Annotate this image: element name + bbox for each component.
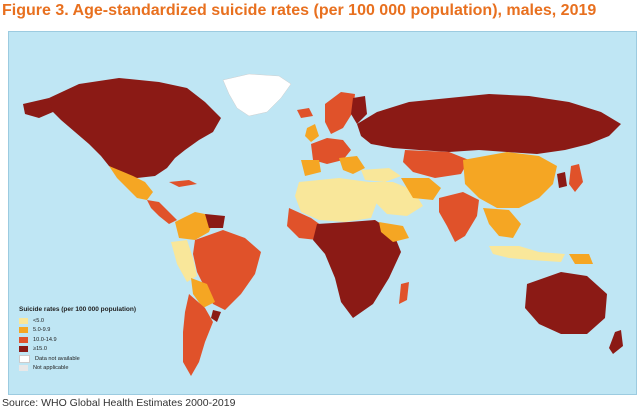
legend-swatch	[19, 346, 28, 353]
legend-label: ≥15.0	[33, 346, 47, 353]
region-alaska	[23, 98, 53, 118]
map-legend: Suicide rates (per 100 000 population) <…	[19, 306, 136, 373]
region-north-africa	[295, 178, 377, 222]
region-indonesia	[489, 246, 565, 262]
region-western-europe	[311, 138, 351, 164]
region-mexico	[109, 166, 153, 200]
figure-title: Figure 3. Age-standardized suicide rates…	[2, 2, 597, 19]
legend-label: Not applicable	[33, 365, 69, 372]
region-china	[463, 152, 557, 208]
region-central-america	[147, 200, 177, 224]
legend-swatch	[19, 317, 28, 324]
region-southern-cone	[183, 294, 213, 376]
region-russia	[357, 94, 621, 154]
legend-item: Data not available	[19, 354, 136, 364]
region-madagascar	[399, 282, 409, 304]
world-map: Suicide rates (per 100 000 population) <…	[8, 31, 637, 395]
legend-item: 5.0-9.9	[19, 326, 136, 336]
legend-swatch	[19, 354, 30, 363]
legend-item: Not applicable	[19, 364, 136, 374]
region-iberia	[301, 160, 321, 176]
legend-label: 10.0-14.9	[33, 336, 57, 343]
region-scandinavia	[325, 92, 355, 134]
legend-swatch	[19, 336, 28, 343]
region-brazil	[193, 230, 261, 310]
region-sub-saharan-africa	[313, 220, 401, 318]
legend-title: Suicide rates (per 100 000 population)	[19, 306, 137, 313]
region-horn-of-africa	[379, 222, 409, 242]
legend-label: 5.0-9.9	[33, 327, 51, 334]
region-northern-south-america	[175, 212, 215, 240]
region-iceland	[297, 108, 313, 118]
legend-swatch	[19, 365, 28, 372]
region-uk	[305, 124, 319, 142]
legend-item: ≥15.0	[19, 345, 136, 355]
region-guianas	[205, 214, 225, 228]
region-bolivia	[191, 278, 215, 308]
region-southern-europe	[339, 156, 365, 174]
region-png	[569, 254, 593, 264]
region-australia	[525, 272, 607, 334]
legend-label: <5.0	[33, 317, 45, 324]
region-greenland	[222, 73, 292, 117]
region-peru	[171, 240, 197, 282]
region-turkey	[361, 168, 401, 182]
region-cuba	[169, 180, 197, 187]
legend-label: Data not available	[35, 355, 80, 362]
region-finland	[351, 96, 367, 124]
region-korea	[557, 172, 567, 188]
region-india	[439, 192, 479, 242]
region-new-zealand	[609, 330, 623, 354]
world-map-svg	[23, 73, 623, 376]
legend-item: 10.0-14.9	[19, 335, 136, 345]
region-japan	[569, 164, 583, 192]
region-iran	[401, 178, 441, 200]
legend-swatch	[19, 327, 28, 334]
region-central-asia	[403, 150, 469, 178]
region-north-america	[49, 78, 221, 178]
region-southeast-asia	[483, 208, 521, 238]
source-note: Source: WHO Global Health Estimates 2000…	[2, 397, 236, 409]
legend-item: <5.0	[19, 316, 136, 326]
region-uruguay	[211, 310, 221, 322]
